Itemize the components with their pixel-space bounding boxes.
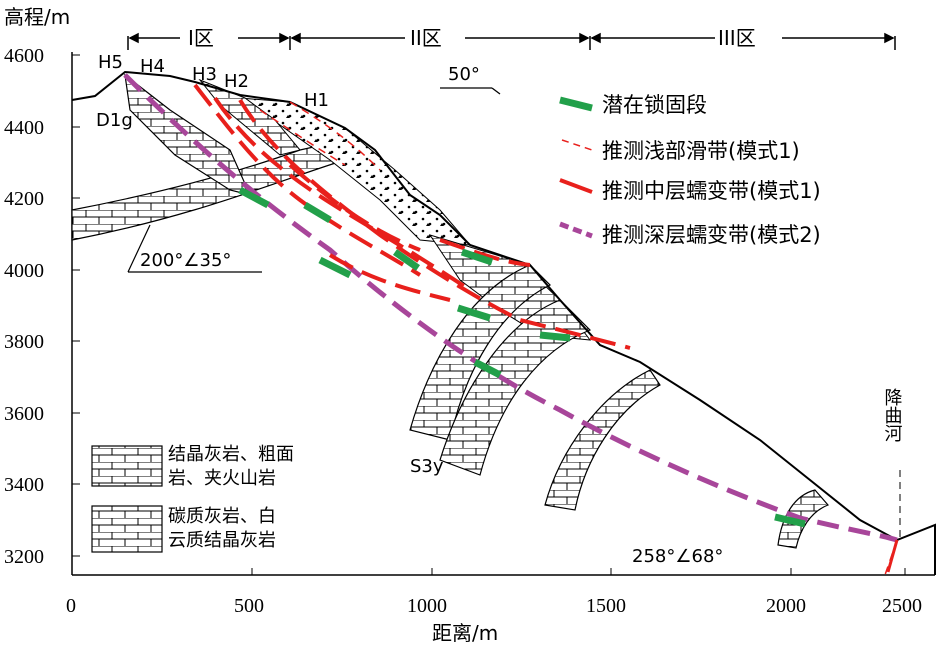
legend-locked: 潜在锁固段: [602, 93, 707, 117]
label-strike: 50°: [448, 64, 480, 85]
x-tick-1000: 1000: [407, 595, 447, 617]
zone-markers: [127, 32, 896, 50]
locked-segments: [238, 186, 806, 528]
river-fault-line: [886, 539, 899, 573]
y-tick-3200: 3200: [4, 546, 44, 568]
legend-middle: 推测中层蠕变带(模式1): [602, 179, 821, 203]
zone2-label: II区: [410, 26, 442, 50]
label-h1: H1: [304, 90, 329, 111]
x-tick-2500: 2500: [882, 595, 922, 617]
deep-creep-band: [123, 73, 898, 543]
river-label-text: 降曲河: [882, 388, 903, 442]
y-tick-4000: 4000: [4, 260, 44, 282]
lith1-swatch: [91, 445, 163, 487]
zone1-label: I区: [188, 26, 214, 50]
strike-symbol: [440, 87, 501, 95]
label-attitude1: 200°∠35°: [140, 250, 231, 271]
label-attitude2: 258°∠68°: [632, 546, 723, 567]
legend: 潜在锁固段 推测浅部滑带(模式1) 推测中层蠕变带(模式1) 推测深层蠕变带(模…: [559, 93, 821, 247]
zone3-label: III区: [718, 26, 756, 50]
lith2-line1: 碳质灰岩、白: [168, 506, 276, 527]
x-tick-1500: 1500: [586, 595, 626, 617]
attitude1-leader: [127, 224, 151, 273]
legend-middle-swatch: [559, 178, 593, 194]
label-h2: H2: [224, 71, 249, 92]
label-h3: H3: [192, 64, 217, 85]
x-axis-title: 距离/m: [432, 621, 498, 645]
y-tick-3800: 3800: [4, 331, 44, 353]
ground-surface: [71, 70, 936, 575]
lith2-line2: 云质结晶灰岩: [168, 530, 276, 551]
label-h5: H5: [98, 52, 123, 73]
x-tick-500: 500: [234, 595, 264, 617]
legend-deep-swatch: [559, 221, 593, 239]
x-tick-2000: 2000: [766, 595, 806, 617]
y-tick-4400: 4400: [4, 117, 44, 139]
lith-legend: 结晶灰岩、粗面 岩、夹火山岩 碳质灰岩、白 云质结晶灰岩: [91, 444, 294, 553]
y-tick-4600: 4600: [4, 45, 44, 67]
legend-locked-swatch: [559, 96, 593, 112]
lith1-line2: 岩、夹火山岩: [168, 468, 276, 489]
label-d1g: D1g: [96, 110, 133, 131]
x-tick-0: 0: [66, 595, 76, 617]
y-axis-title: 高程/m: [4, 5, 70, 29]
middle-creep-bands: [193, 83, 631, 350]
legend-shallow: 推测浅部滑带(模式1): [602, 139, 800, 163]
label-s3y: S3y: [410, 456, 444, 477]
y-tick-4200: 4200: [4, 188, 44, 210]
lith2-swatch: [91, 505, 163, 553]
y-tick-3400: 3400: [4, 474, 44, 496]
legend-shallow-swatch: [561, 139, 593, 151]
y-tick-3600: 3600: [4, 403, 44, 425]
legend-deep: 推测深层蠕变带(模式2): [602, 223, 821, 247]
river-label: 降曲河: [882, 388, 903, 442]
label-h4: H4: [140, 56, 165, 77]
axes: [71, 52, 935, 576]
lith1-line1: 结晶灰岩、粗面: [168, 444, 294, 465]
